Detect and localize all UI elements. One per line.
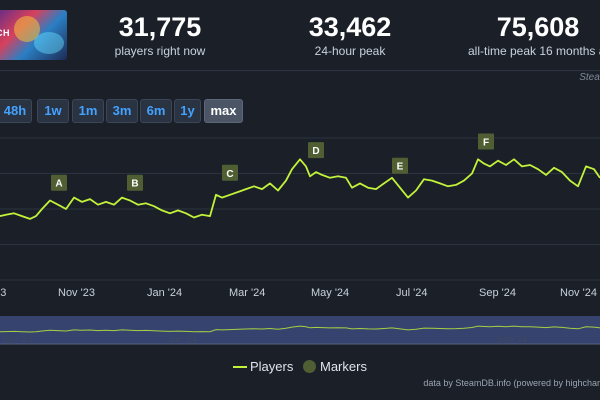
peak-24h-value: 33,462 — [308, 12, 392, 42]
data-credit[interactable]: data by SteamDB.info (powered by highcha… — [423, 378, 600, 388]
x-tick-label: Jan '24 — [147, 287, 182, 299]
chart-gridlines — [0, 137, 600, 281]
range-button-6m[interactable]: 6m — [140, 99, 172, 123]
marker-label: E — [397, 162, 404, 173]
stat-players-now: 31,775 players right now — [100, 12, 220, 58]
marker-f: F — [478, 133, 494, 150]
all-time-peak-value: 75,608 — [496, 12, 580, 42]
x-tick-label: '23 — [0, 287, 6, 299]
all-time-peak-label: all-time peak 16 months ag — [468, 44, 600, 58]
players-line — [0, 158, 600, 220]
chart-legend: Players Markers — [0, 358, 600, 376]
event-markers: A B C D E F — [51, 133, 494, 191]
x-tick-label: May '24 — [311, 287, 349, 299]
marker-box — [222, 164, 238, 181]
marker-c: C — [222, 164, 238, 181]
x-tick-label: Nov '23 — [58, 287, 95, 299]
stat-24h-peak: 33,462 24-hour peak — [290, 12, 410, 58]
marker-label: A — [55, 179, 62, 190]
marker-d: D — [308, 142, 324, 159]
navigator-selection — [0, 316, 600, 344]
markers-legend-dot — [303, 360, 316, 373]
range-button-max[interactable]: max — [204, 99, 243, 123]
marker-box — [392, 157, 408, 174]
marker-a: A — [51, 174, 67, 191]
range-button-3m[interactable]: 3m — [106, 99, 138, 123]
marker-box — [127, 174, 143, 191]
navigator-line — [0, 325, 600, 333]
marker-label: C — [226, 169, 233, 180]
marker-label: D — [312, 146, 319, 157]
legend-players[interactable]: Players — [250, 359, 294, 374]
range-button-48h[interactable]: 48h — [0, 99, 32, 123]
marker-box — [478, 133, 494, 150]
game-thumbnail[interactable]: CH — [0, 10, 67, 60]
marker-e: E — [392, 157, 408, 174]
range-button-1y[interactable]: 1y — [174, 99, 201, 123]
thumbnail-logo-text: CH — [0, 28, 10, 38]
players-series — [0, 158, 600, 220]
x-tick-label: Jul '24 — [396, 287, 427, 299]
marker-box — [308, 142, 324, 159]
marker-box — [51, 174, 67, 191]
players-now-label: players right now — [114, 44, 206, 58]
steam-credit-top: Steal — [579, 72, 600, 83]
range-button-1m[interactable]: 1m — [72, 99, 104, 123]
marker-label: B — [131, 179, 138, 190]
navigator[interactable]: Sep '23 Jan '24 Sep '24 — [0, 316, 600, 345]
x-tick-label: Mar '24 — [229, 287, 265, 299]
x-axis-labels: '23 Nov '23 Jan '24 Mar '24 May '24 Jul '24 Se… — [0, 287, 597, 299]
stat-all-time-peak: 75,608 all-time peak 16 months ag — [468, 12, 600, 58]
x-tick-label: Sep '24 — [479, 287, 516, 299]
range-button-1w[interactable]: 1w — [37, 99, 69, 123]
x-tick-label: Nov '24 — [560, 287, 597, 299]
stats-header: CH 31,775 players right now 33,462 24-ho… — [0, 0, 600, 71]
players-now-value: 31,775 — [118, 12, 202, 42]
legend-markers[interactable]: Markers — [320, 359, 367, 374]
marker-label: F — [483, 138, 489, 149]
navigator-label: Sep '24 — [497, 334, 527, 344]
navigator-label: Sep '23 — [2, 334, 32, 344]
players-legend-line — [233, 366, 247, 368]
peak-24h-label: 24-hour peak — [314, 44, 386, 58]
player-count-chart: '23 Nov '23 Jan '24 Mar '24 May '24 Jul '24 Se… — [0, 133, 600, 345]
navigator-label: Jan '24 — [168, 334, 197, 344]
marker-b: B — [127, 174, 143, 191]
